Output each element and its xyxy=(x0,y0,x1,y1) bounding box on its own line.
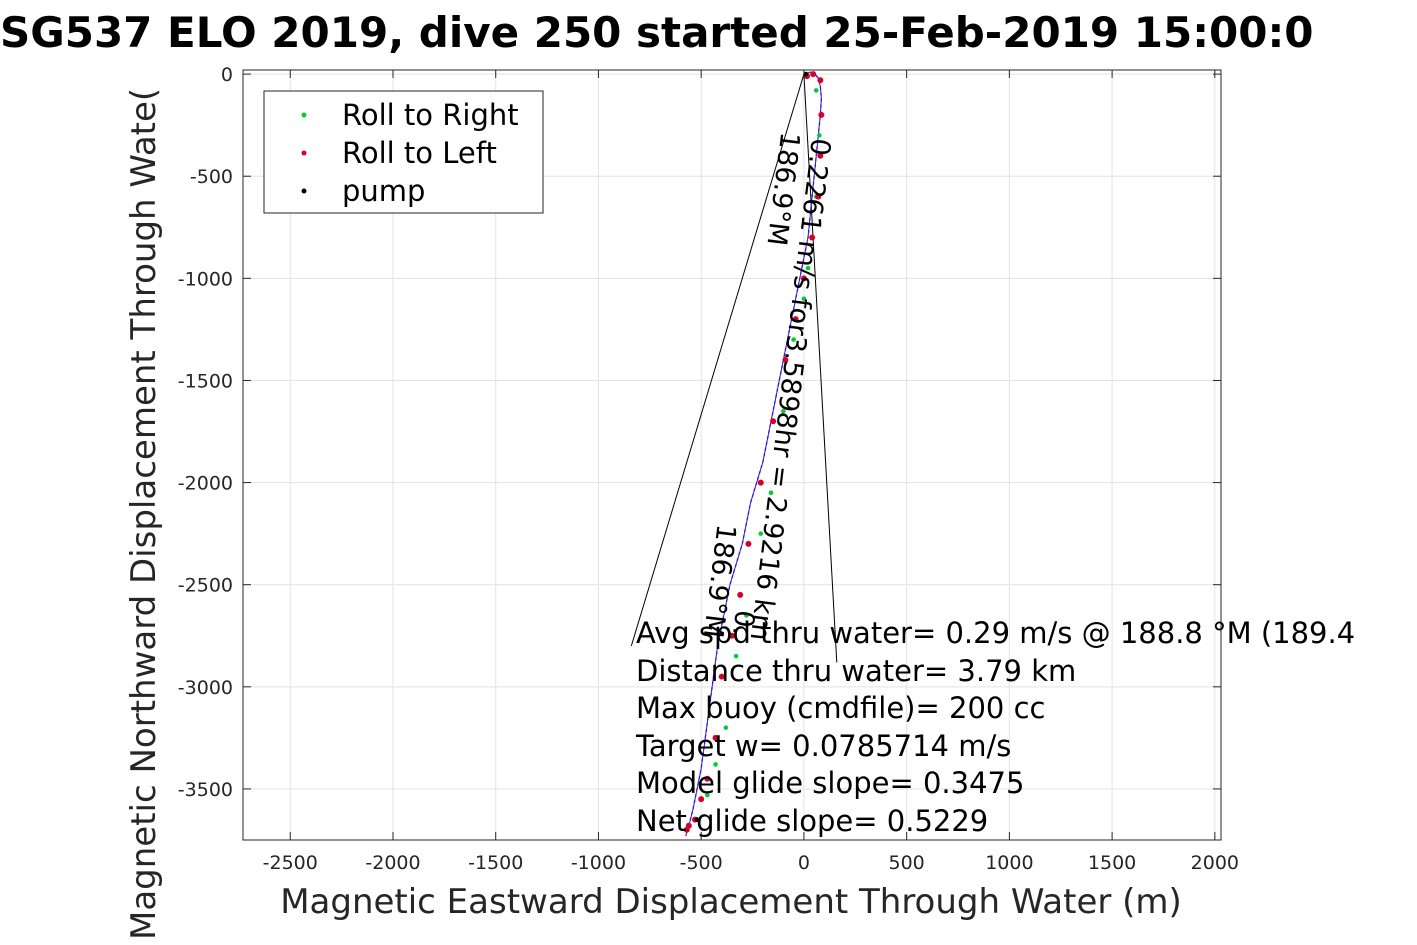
legend-marker-roll-right xyxy=(301,112,307,118)
stat-avg-speed: Avg spd thru water= 0.29 m/s @ 188.8 °M … xyxy=(636,616,1355,650)
stat-model-glide: Model glide slope= 0.3475 xyxy=(636,766,1024,800)
legend-box xyxy=(263,90,544,214)
y-tick-label: -1000 xyxy=(178,268,233,290)
y-tick-label: -3000 xyxy=(178,677,233,699)
marker-roll-left xyxy=(683,826,690,833)
guide-lines xyxy=(630,73,838,663)
marker-roll-left xyxy=(782,357,789,364)
marker-roll-left xyxy=(698,796,705,803)
y-tick-label: -2500 xyxy=(178,575,233,597)
y-tick-label: -3500 xyxy=(178,779,233,801)
x-tick-label: 2000 xyxy=(1191,852,1239,874)
marker-roll-right xyxy=(791,337,796,342)
y-axis-label: Magnetic Northward Displacement Through … xyxy=(124,88,164,940)
marker-roll-left xyxy=(818,111,825,118)
legend: Roll to Right Roll to Left pump xyxy=(263,90,544,214)
marker-roll-right xyxy=(723,725,729,730)
stat-net-glide: Net glide slope= 0.5229 xyxy=(636,804,988,838)
marker-roll-right xyxy=(768,490,774,496)
legend-label-pump: pump xyxy=(342,174,425,208)
x-tick-label: -1500 xyxy=(468,852,523,874)
marker-roll-right xyxy=(817,133,822,138)
y-tick-label: -1500 xyxy=(178,370,233,392)
x-tick-label: -500 xyxy=(680,852,723,874)
marker-roll-right xyxy=(744,613,749,618)
marker-roll-right xyxy=(733,653,739,659)
stat-distance: Distance thru water= 3.79 km xyxy=(636,654,1076,688)
legend-label-roll-right: Roll to Right xyxy=(342,98,519,132)
marker-roll-left xyxy=(712,734,719,741)
x-tick-label: -2500 xyxy=(263,852,318,874)
chart-title: SG537 ELO 2019, dive 250 started 25-Feb-… xyxy=(0,8,1313,57)
track xyxy=(685,71,823,837)
legend-marker-pump xyxy=(301,188,307,194)
marker-roll-right xyxy=(805,265,811,271)
stats-block: Avg spd thru water= 0.29 m/s @ 188.8 °M … xyxy=(635,616,1355,838)
marker-roll-left xyxy=(770,418,777,425)
marker-roll-left xyxy=(704,775,711,782)
marker-roll-left xyxy=(810,71,817,78)
marker-roll-left xyxy=(817,77,824,84)
marker-roll-right xyxy=(713,762,718,767)
ticks: -2500 -2000 -1500 -1000 -500 0 500 1000 1500 2000… xyxy=(178,64,1239,874)
marker-roll-left xyxy=(817,152,824,159)
x-tick-label: 1500 xyxy=(1088,852,1136,874)
plot-frame xyxy=(242,69,1222,841)
x-tick-label: 1000 xyxy=(985,852,1033,874)
legend-label-roll-left: Roll to Left xyxy=(342,136,497,170)
y-tick-label: -500 xyxy=(190,166,233,188)
x-tick-label: 500 xyxy=(889,852,925,874)
marker-roll-right xyxy=(781,408,786,414)
guide-line xyxy=(630,73,805,647)
stat-target-w: Target w= 0.0785714 m/s xyxy=(635,729,1011,763)
marker-roll-right xyxy=(801,296,807,302)
y-tick-label: 0 xyxy=(221,64,233,86)
marker-roll-left xyxy=(729,632,735,639)
x-tick-label: -2000 xyxy=(365,852,420,874)
marker-roll-left xyxy=(737,591,744,598)
marker-roll-left xyxy=(792,316,799,323)
markers xyxy=(683,71,825,833)
marker-roll-left xyxy=(718,673,725,680)
marker-roll-left xyxy=(815,193,822,200)
marker-pump xyxy=(803,71,809,77)
x-tick-label: -1000 xyxy=(571,852,626,874)
guide-line xyxy=(803,74,838,663)
marker-roll-left xyxy=(757,479,764,486)
marker-pump xyxy=(694,817,700,822)
stat-max-buoy: Max buoy (cmdfile)= 200 cc xyxy=(636,691,1045,725)
y-tick-label: -2000 xyxy=(178,473,233,495)
legend-marker-roll-left xyxy=(301,150,307,156)
x-tick-label: 0 xyxy=(798,852,810,874)
segment-label: 0. xyxy=(726,608,760,637)
track-line xyxy=(685,71,822,837)
marker-roll-left xyxy=(745,540,752,547)
x-axis-label: Magnetic Eastward Displacement Through W… xyxy=(280,882,1182,922)
marker-roll-left xyxy=(800,275,807,282)
marker-roll-right xyxy=(813,88,819,93)
marker-roll-right xyxy=(758,531,764,536)
marker-roll-left xyxy=(809,234,816,241)
marker-roll-right xyxy=(705,792,710,798)
